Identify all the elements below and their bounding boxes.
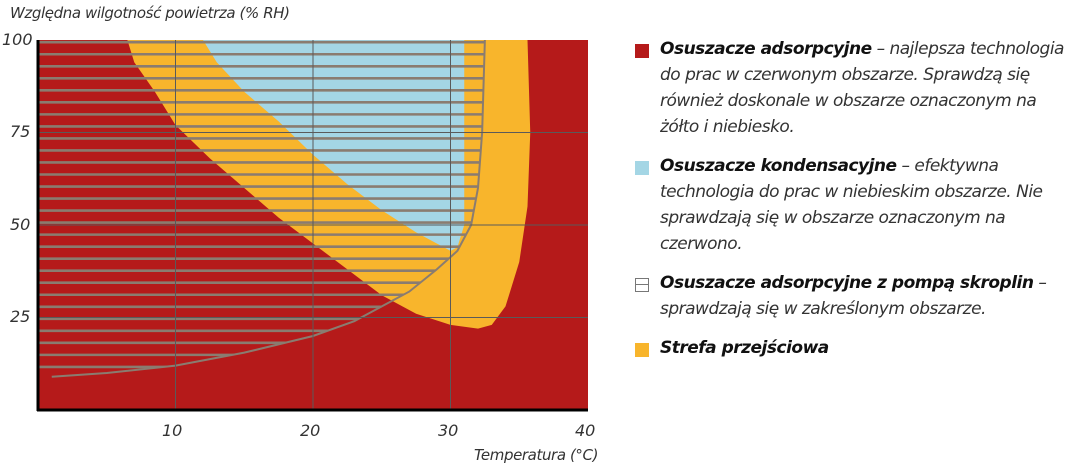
plot-area bbox=[36, 39, 588, 412]
y-axis-label: Względna wilgotność powietrza (% RH) bbox=[10, 4, 290, 22]
legend-text: – najlepsza technologia do prac w czerwo… bbox=[660, 39, 1064, 137]
x-axis-label: Temperatura (°C) bbox=[474, 446, 599, 464]
legend-item-pump: Osuszacze adsorpcyjne z pompą skroplin –… bbox=[633, 270, 1073, 322]
legend-title: Osuszacze adsorpcyjne z pompą skroplin bbox=[660, 273, 1034, 293]
y-tick-label: 100 bbox=[2, 30, 33, 49]
y-tick-label: 50 bbox=[10, 215, 31, 234]
legend-title: Osuszacze kondensacyjne bbox=[660, 156, 897, 176]
x-tick-label: 10 bbox=[162, 421, 183, 440]
legend-item-transition: Strefa przejściowa bbox=[633, 335, 1073, 361]
y-tick-label: 25 bbox=[10, 307, 31, 326]
x-tick-label: 20 bbox=[300, 421, 321, 440]
blue-swatch-icon bbox=[635, 161, 649, 175]
legend-title: Osuszacze adsorpcyjne bbox=[660, 39, 872, 59]
x-tick-label: 40 bbox=[575, 421, 596, 440]
legend-title: Strefa przejściowa bbox=[660, 338, 829, 358]
hatch-swatch-icon bbox=[635, 278, 649, 292]
hatch-boundary-line bbox=[51, 39, 486, 378]
legend-text: – efektywna technologia do prac w niebie… bbox=[660, 156, 1043, 254]
x-tick-label: 30 bbox=[438, 421, 459, 440]
legend-item-condensation: Osuszacze kondensacyjne – efektywna tech… bbox=[633, 153, 1073, 257]
y-tick-label: 75 bbox=[10, 122, 31, 141]
legend-item-adsorption: Osuszacze adsorpcyjne – najlepsza techno… bbox=[633, 36, 1073, 140]
yellow-swatch-icon bbox=[635, 343, 649, 357]
legend-text: – sprawdzają się w zakreślonym obszarze. bbox=[660, 273, 1047, 319]
red-swatch-icon bbox=[635, 44, 649, 58]
legend: Osuszacze adsorpcyjne – najlepsza techno… bbox=[633, 36, 1073, 374]
